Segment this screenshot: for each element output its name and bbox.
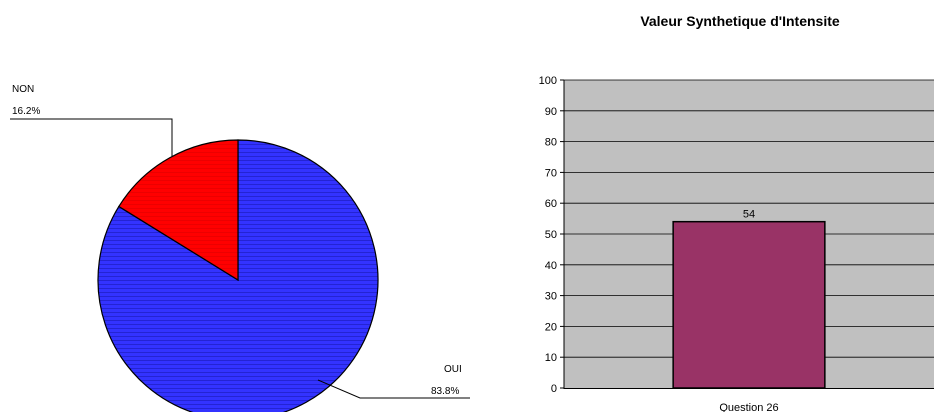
slice-value-oui: 83.8% [431, 386, 459, 397]
y-tick-label: 90 [545, 106, 557, 118]
y-tick-label: 30 [545, 291, 557, 303]
y-tick-label: 100 [539, 75, 557, 87]
leader-line-oui [317, 379, 470, 399]
bar [672, 220, 826, 389]
bar-chart: Valeur Synthetique d'Intensite 0 10 20 30 40… [539, 13, 934, 412]
y-tick-label: 0 [551, 383, 557, 395]
chart-title: Valeur Synthetique d'Intensite [640, 13, 840, 29]
slice-value-non: 16.2% [12, 106, 40, 117]
pie-slice-oui [97, 139, 379, 412]
slice-label-oui: OUI [444, 364, 462, 375]
slice-label-non: NON [12, 84, 34, 95]
x-category-label: Question 26 [719, 402, 778, 412]
y-tick-label: 50 [545, 229, 557, 241]
y-tick-label: 70 [545, 167, 557, 179]
y-tick-label: 80 [545, 137, 557, 149]
y-tick-label: 20 [545, 321, 557, 333]
leader-line-non [10, 118, 173, 157]
pie-chart: NON 16.2% OUI 83.8% [10, 84, 470, 412]
y-tick-label: 40 [545, 260, 557, 272]
y-tick-label: 60 [545, 198, 557, 210]
y-tick-label: 10 [545, 352, 557, 364]
pie-slice-non [118, 139, 239, 282]
bar-data-label: 54 [743, 209, 755, 221]
